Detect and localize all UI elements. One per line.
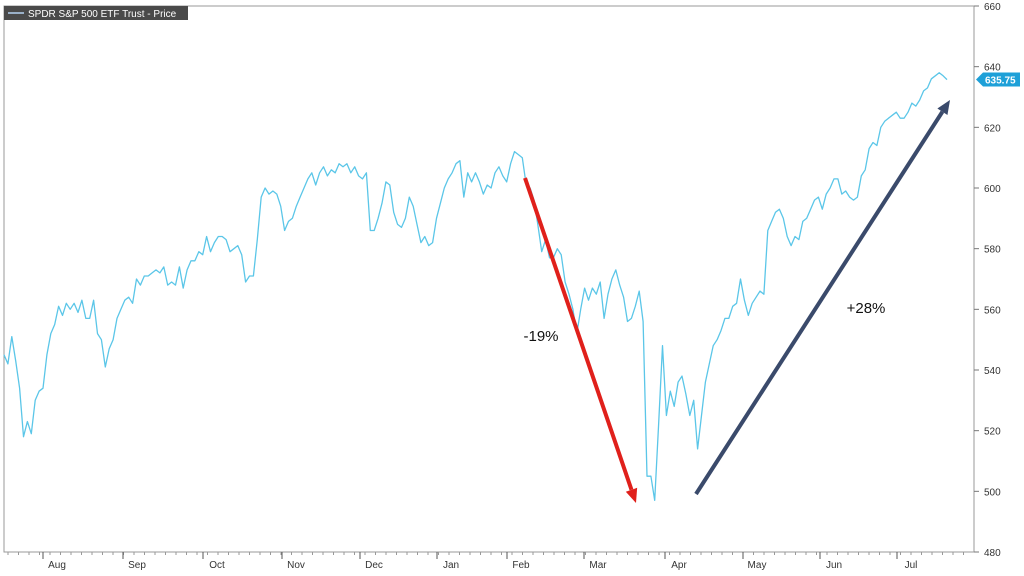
y-tick-label: 620 (984, 123, 1001, 134)
x-tick-label: Dec (365, 560, 383, 571)
x-tick-label: Jan (443, 560, 459, 571)
price-series-line (3, 72, 948, 502)
y-tick-label: 480 (984, 548, 1001, 559)
annotation-arrow-head (937, 100, 950, 116)
annotation-label: +28% (847, 300, 886, 317)
legend-label: SPDR S&P 500 ETF Trust - Price (28, 9, 177, 20)
y-tick-label: 580 (984, 245, 1001, 256)
y-tick-label: 600 (984, 184, 1001, 195)
y-tick-label: 540 (984, 366, 1001, 377)
annotation-arrow-head (625, 487, 638, 503)
legend: SPDR S&P 500 ETF Trust - Price (4, 6, 188, 20)
plot-frame (3, 5, 975, 553)
x-axis: Aug Sep Oct Nov Dec Jan Feb Mar Apr May Jun Jul (7, 552, 964, 571)
y-tick-label: 660 (984, 2, 1001, 13)
x-tick-label: Jul (905, 560, 918, 571)
x-tick-label: Sep (128, 560, 146, 571)
x-tick-label: Mar (589, 560, 607, 571)
last-price-badge: 635.75 (976, 72, 1020, 87)
last-price-label: 635.75 (985, 76, 1016, 87)
y-tick-label: 500 (984, 487, 1001, 498)
annotation-label: -19% (523, 328, 558, 345)
x-tick-label: Aug (48, 560, 66, 571)
y-tick-label: 520 (984, 427, 1001, 438)
annotation-arrow-shaft (523, 177, 634, 491)
x-tick-label: Jun (826, 560, 842, 571)
annotation-arrow-shaft (694, 110, 945, 496)
annotation-arrows: -19% +28% (523, 100, 950, 503)
x-tick-label: May (748, 560, 767, 571)
y-tick-label: 640 (984, 63, 1001, 74)
x-tick-label: Oct (209, 560, 225, 571)
x-tick-label: Feb (512, 560, 530, 571)
legend-box (4, 6, 188, 20)
last-price-badge-shape (976, 72, 1020, 87)
x-tick-label: Apr (671, 560, 687, 571)
x-tick-label: Nov (287, 560, 305, 571)
y-axis: 480 500 520 540 560 580 600 620 640 660 (974, 2, 1001, 559)
y-tick-label: 560 (984, 305, 1001, 316)
